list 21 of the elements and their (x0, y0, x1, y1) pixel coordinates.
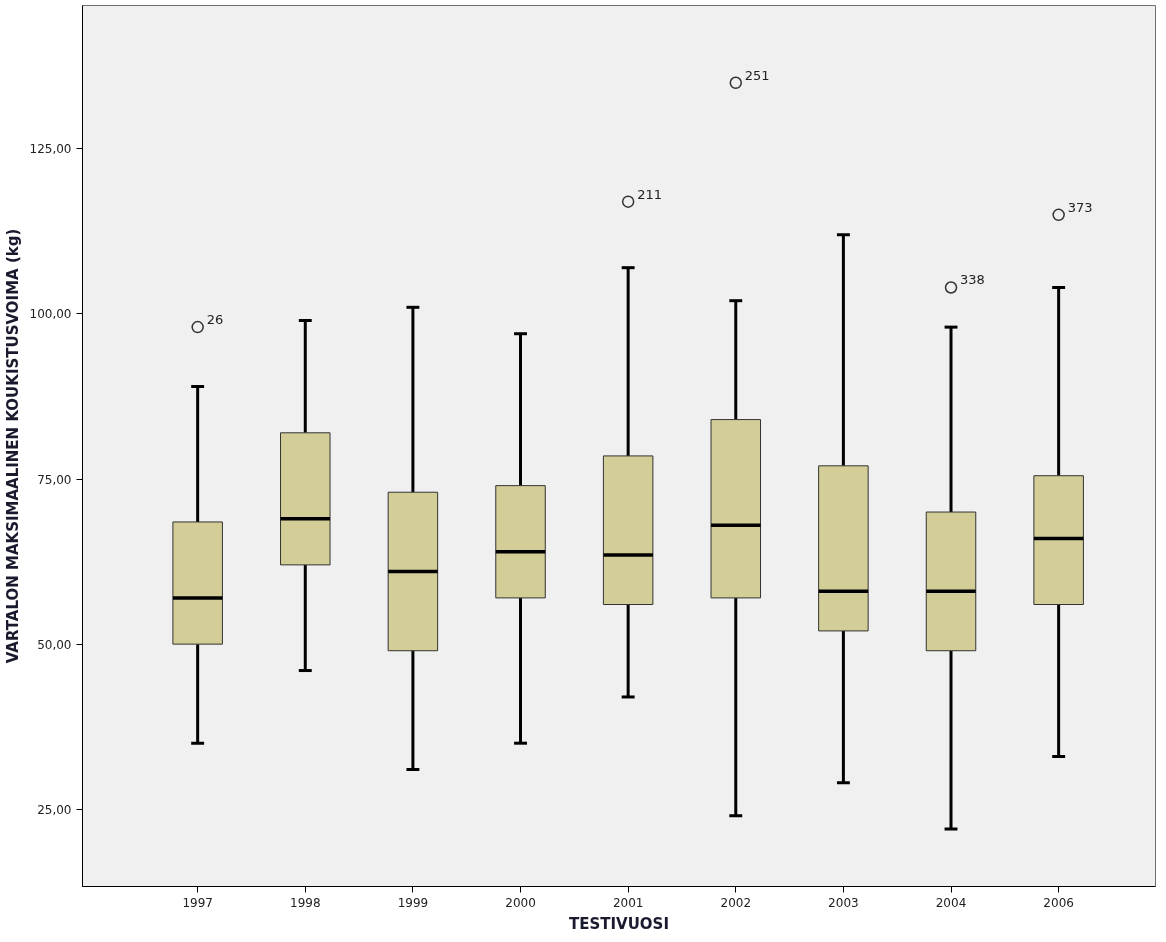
x-axis-title: TESTIVUOSI (568, 914, 670, 933)
y-tick-label: 25,00 (37, 802, 72, 817)
x-tick-label: 2000 (505, 895, 536, 910)
x-tick-label: 1998 (290, 895, 321, 910)
x-tick-label: 2003 (828, 895, 859, 910)
annotation: 338 (960, 272, 985, 288)
x-tick-label: 2006 (1043, 895, 1074, 910)
y-tick-label: 50,00 (37, 637, 72, 652)
x-tick-label: 2004 (935, 895, 967, 910)
annotation: 251 (744, 67, 770, 83)
y-tick-label: 100,00 (29, 307, 72, 322)
y-tick-label: 125,00 (29, 142, 72, 157)
x-tick-label: 1997 (182, 895, 213, 910)
x-tick-label: 2001 (612, 895, 644, 910)
annotation: 26 (206, 312, 224, 328)
y-axis-title: VARTALON MAKSIMAALINEN KOUKISTUSVOIMA (kg) (3, 228, 22, 664)
annotation: 211 (637, 186, 662, 202)
y-tick-label: 75,00 (37, 472, 72, 487)
x-tick-label: 1999 (397, 895, 429, 910)
annotation: 373 (1067, 199, 1093, 215)
x-tick-label: 2002 (720, 895, 752, 910)
